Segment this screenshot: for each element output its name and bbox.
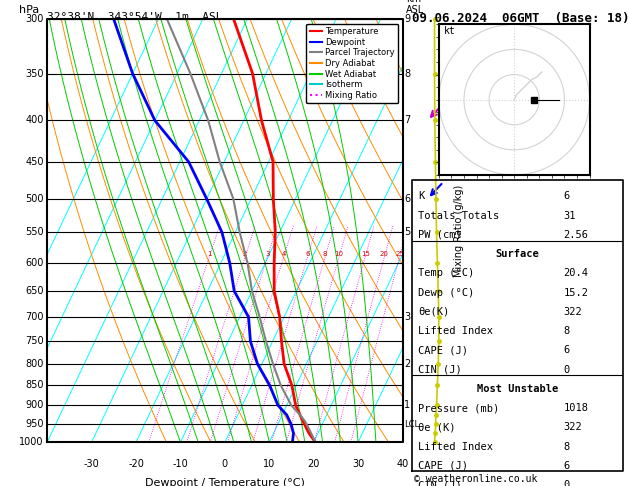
Text: θe(K): θe(K) [418,307,450,317]
Text: CIN (J): CIN (J) [418,364,462,375]
Text: 6: 6 [564,346,570,355]
Text: 1: 1 [207,251,211,257]
Text: 32°38'N  343°54'W  1m  ASL: 32°38'N 343°54'W 1m ASL [47,12,223,22]
Text: 1018: 1018 [564,403,589,413]
Text: 600: 600 [25,258,43,268]
Text: 09.06.2024  06GMT  (Base: 18): 09.06.2024 06GMT (Base: 18) [412,12,629,25]
Text: 0: 0 [564,480,570,486]
Text: Dewpoint / Temperature (°C): Dewpoint / Temperature (°C) [145,478,305,486]
Text: Temp (°C): Temp (°C) [418,268,474,278]
Text: 6: 6 [404,194,411,204]
Text: 322: 322 [564,307,582,317]
Text: 950: 950 [25,419,43,429]
Text: 4: 4 [282,251,286,257]
Text: K: K [418,191,425,202]
Text: 8: 8 [404,69,411,79]
Text: 350: 350 [25,69,43,79]
Text: 450: 450 [25,157,43,167]
Text: 800: 800 [25,359,43,369]
Text: Mixing Ratio (g/kg): Mixing Ratio (g/kg) [454,185,464,277]
Text: 322: 322 [564,422,582,433]
Text: 2.56: 2.56 [564,230,589,240]
Text: 10: 10 [335,251,343,257]
Text: Lifted Index: Lifted Index [418,442,493,451]
Text: 8: 8 [564,442,570,451]
Text: LCL: LCL [404,420,420,429]
Text: 5: 5 [404,227,411,237]
Legend: Temperature, Dewpoint, Parcel Trajectory, Dry Adiabat, Wet Adiabat, Isotherm, Mi: Temperature, Dewpoint, Parcel Trajectory… [306,24,398,103]
Text: 20: 20 [380,251,389,257]
Text: 850: 850 [25,380,43,390]
Text: 400: 400 [25,116,43,125]
Text: Totals Totals: Totals Totals [418,211,499,221]
Text: kt: kt [444,26,455,36]
Text: -10: -10 [172,459,188,469]
Text: 2: 2 [243,251,247,257]
Text: Most Unstable: Most Unstable [477,384,558,394]
Text: 20.4: 20.4 [564,268,589,278]
Text: 1: 1 [404,400,411,410]
Text: © weatheronline.co.uk: © weatheronline.co.uk [414,473,537,484]
Text: 1000: 1000 [19,437,43,447]
Text: θe (K): θe (K) [418,422,456,433]
Text: -20: -20 [128,459,144,469]
Text: 40: 40 [396,459,409,469]
Text: CIN (J): CIN (J) [418,480,462,486]
Text: hPa: hPa [19,5,39,15]
Text: 7: 7 [404,116,411,125]
Text: 31: 31 [564,211,576,221]
Text: 3: 3 [404,312,411,322]
Text: 650: 650 [25,286,43,296]
Text: Surface: Surface [496,249,539,259]
Text: -30: -30 [84,459,99,469]
Text: 6: 6 [564,461,570,471]
Text: CAPE (J): CAPE (J) [418,461,469,471]
Text: Lifted Index: Lifted Index [418,326,493,336]
Text: 20: 20 [308,459,320,469]
Text: 500: 500 [25,194,43,204]
Text: 3: 3 [265,251,270,257]
Text: 700: 700 [25,312,43,322]
Text: 900: 900 [25,400,43,410]
Text: 0: 0 [564,364,570,375]
Text: 25: 25 [395,251,404,257]
Text: 8: 8 [323,251,327,257]
Text: CAPE (J): CAPE (J) [418,346,469,355]
Text: 2: 2 [404,359,411,369]
Text: 8: 8 [564,326,570,336]
Text: 15.2: 15.2 [564,288,589,298]
Text: 0: 0 [222,459,228,469]
Text: 300: 300 [25,15,43,24]
Text: 9: 9 [404,15,411,24]
Text: 10: 10 [263,459,276,469]
Text: 15: 15 [361,251,370,257]
Text: 750: 750 [25,336,43,346]
Text: 30: 30 [352,459,364,469]
Text: km
ASL: km ASL [406,0,425,15]
Text: PW (cm): PW (cm) [418,230,462,240]
Text: 6: 6 [564,191,570,202]
Text: Dewp (°C): Dewp (°C) [418,288,474,298]
Text: 6: 6 [305,251,310,257]
Text: 550: 550 [25,227,43,237]
Text: Pressure (mb): Pressure (mb) [418,403,499,413]
